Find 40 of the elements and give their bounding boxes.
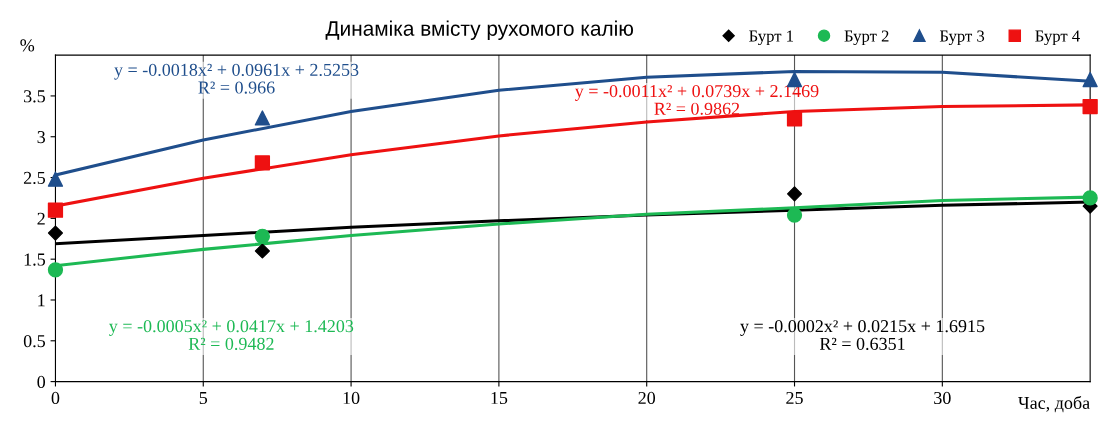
legend-label: Бурт 3 (939, 30, 985, 46)
y-tick-label: 0 (37, 375, 46, 389)
y-tick-label: 2.5 (23, 171, 46, 185)
point (1082, 190, 1098, 206)
y-tick-label: 3 (37, 131, 46, 144)
y-tick-label: 3.5 (24, 90, 46, 103)
point (1082, 71, 1098, 88)
x-tick-label: 15 (491, 391, 508, 405)
y-tick-label: 2 (37, 212, 45, 225)
y-axis-title: % (20, 39, 35, 52)
point (47, 202, 64, 218)
y-tick-label: 1.5 (24, 253, 46, 266)
point (47, 225, 64, 241)
y-tick-label: 1 (38, 294, 45, 307)
annotation: y = -0.0018x² + 0.0961x + 2.5253 R² = 0.966 (114, 63, 359, 94)
point (47, 262, 64, 278)
annotation: y = -0.0011x² + 0.0739x + 2.1469 R² = 0.9862 (574, 84, 819, 115)
x-tick-label: 5 (199, 392, 208, 405)
point (254, 110, 271, 126)
x-tick-label: 0 (51, 391, 60, 405)
annotation: y = -0.0005x² + 0.0417x + 1.4203 R² = 0.9482 (109, 320, 354, 350)
annotation: y = -0.0002x² + 0.0215x + 1.6915 R² = 0.6351 (740, 320, 985, 350)
x-tick-label: 25 (786, 391, 803, 405)
chart-title: Динаміка вмісту рухомого калію (325, 20, 634, 40)
point (47, 171, 64, 187)
point (1082, 98, 1098, 115)
point (254, 228, 271, 244)
x-axis-title: Час, доба (1018, 395, 1090, 413)
point (786, 186, 803, 202)
y-tick-label: 0.5 (23, 335, 46, 348)
point (254, 155, 271, 171)
legend-label: Бурт 2 (844, 30, 889, 46)
x-tick-label: 30 (934, 391, 951, 405)
legend-label: Бурт 4 (1035, 30, 1080, 46)
x-tick-label: 20 (638, 391, 656, 405)
point (786, 111, 803, 127)
legend-label: Бурт 1 (749, 30, 794, 46)
x-tick-label: 10 (343, 391, 360, 405)
point (254, 243, 270, 259)
point (786, 207, 803, 223)
